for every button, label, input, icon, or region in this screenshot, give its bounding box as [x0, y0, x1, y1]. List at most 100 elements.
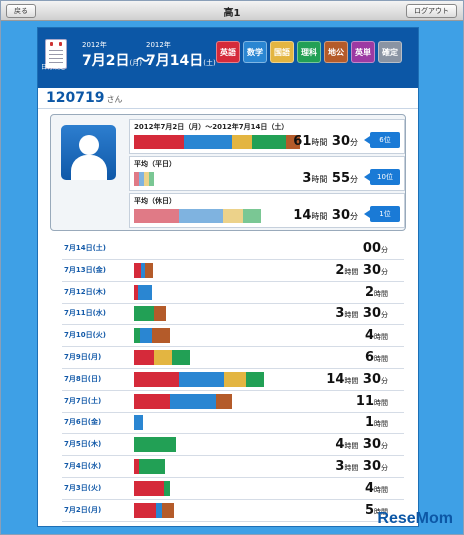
summary-bar: [134, 135, 300, 149]
subject-button-0[interactable]: 英語: [216, 41, 240, 63]
bar-segment: [164, 480, 170, 496]
bar-segment: [134, 328, 140, 344]
hours-unit: 時間: [344, 442, 359, 451]
hours-value: 5: [364, 502, 374, 518]
bar-segment: [162, 502, 174, 518]
summary-bar: [134, 209, 261, 223]
day-row[interactable]: 7月3日(火) 4時間: [38, 478, 418, 500]
logout-button[interactable]: ログアウト: [406, 4, 457, 18]
bar-segment: [134, 502, 156, 518]
hours-unit: 時間: [311, 175, 328, 184]
day-underline: [62, 477, 404, 478]
bar-segment: [246, 371, 264, 387]
day-date[interactable]: 7月7日(土): [64, 396, 102, 405]
hours-unit: 時間: [344, 311, 359, 320]
subject-button-5[interactable]: 英単: [351, 41, 375, 63]
minutes-value: 30: [362, 437, 381, 453]
day-date[interactable]: 7月8日(日): [64, 374, 102, 383]
day-underline: [62, 280, 404, 282]
day-date[interactable]: 7月2日(月): [64, 505, 102, 514]
day-date[interactable]: 7月13日(金): [64, 265, 107, 274]
minutes-value: 30: [362, 459, 381, 474]
range-tilde: 〜: [136, 53, 150, 69]
day-row[interactable]: 7月13日(金) 2時間 30分: [38, 260, 418, 282]
day-row[interactable]: 7月6日(金) 1時間: [38, 412, 418, 435]
bar-segment: [134, 437, 176, 453]
bar-segment: [179, 371, 224, 387]
bar-segment: [144, 172, 149, 186]
day-row[interactable]: 7月5日(木) 4時間 30分: [38, 434, 418, 457]
hours-value: 1: [364, 415, 374, 431]
subject-button-4[interactable]: 地公: [324, 41, 348, 63]
day-underline: [62, 433, 404, 435]
minutes-unit: 分: [381, 311, 388, 320]
day-date[interactable]: 7月6日(金): [64, 418, 102, 427]
bar-segment: [139, 459, 165, 474]
day-bar: [134, 371, 264, 387]
day-time: 3時間 30分: [335, 306, 388, 321]
bar-segment: [179, 209, 223, 223]
day-time: 4時間 30分: [335, 437, 388, 452]
hours-value: 3: [335, 459, 345, 474]
day-bar: [134, 306, 166, 322]
day-date[interactable]: 7月12日(木): [64, 287, 107, 296]
day-time: 11時間: [356, 394, 388, 409]
day-underline: [62, 259, 404, 260]
summary-time: 14時間 30分: [293, 208, 358, 223]
hours-value: 6: [364, 350, 374, 365]
day-date[interactable]: 7月11日(水): [64, 309, 107, 318]
day-bar: [134, 437, 176, 453]
minutes-value: 30: [362, 306, 381, 322]
day-underline: [62, 498, 404, 500]
day-row[interactable]: 7月4日(水) 3時間 30分: [38, 456, 418, 478]
minutes-unit: 分: [350, 175, 358, 184]
rank-badge[interactable]: 6位: [364, 132, 400, 148]
day-row[interactable]: 7月11日(水) 3時間 30分: [38, 303, 418, 326]
day-date[interactable]: 7月9日(月): [64, 353, 102, 361]
bar-segment: [243, 209, 261, 223]
hours-value: 14: [326, 371, 345, 387]
minutes-value: 00: [362, 241, 381, 256]
calendar-icon[interactable]: [45, 39, 67, 69]
rank-badge[interactable]: 10位: [364, 169, 400, 185]
subject-button-3[interactable]: 理科: [297, 41, 321, 63]
day-row[interactable]: 7月8日(日) 14時間 30分: [38, 369, 418, 391]
day-row[interactable]: 7月14日(土) 00分: [38, 238, 418, 260]
summary-label: 平均（平日）: [134, 160, 176, 168]
bar-segment: [139, 172, 144, 186]
subject-button-1[interactable]: 数学: [243, 41, 267, 63]
day-row[interactable]: 7月2日(月) 5時間: [38, 500, 418, 522]
rank-badge[interactable]: 1位: [364, 206, 400, 222]
bar-segment: [134, 262, 141, 278]
bar-segment: [134, 480, 164, 496]
start-date[interactable]: 2012年 7月2日(月): [82, 41, 142, 69]
calendar-label[interactable]: 日付設定: [41, 64, 66, 71]
day-bar: [134, 480, 170, 496]
day-date[interactable]: 7月3日(火): [64, 483, 102, 492]
hours-value: 14: [293, 208, 312, 223]
end-date[interactable]: 2012年 7月14日(土): [146, 41, 216, 69]
day-date[interactable]: 7月10日(火): [64, 331, 107, 340]
bar-segment: [138, 284, 152, 300]
bar-segment: [172, 350, 190, 365]
day-row[interactable]: 7月9日(月) 6時間: [38, 347, 418, 369]
hours-unit: 時間: [374, 420, 388, 429]
day-row[interactable]: 7月12日(木) 2時間: [38, 282, 418, 304]
summary-bar: [134, 172, 154, 186]
bar-segment: [154, 350, 172, 365]
day-date[interactable]: 7月5日(木): [64, 440, 102, 449]
day-row[interactable]: 7月7日(土) 11時間: [38, 391, 418, 413]
day-date[interactable]: 7月4日(水): [64, 462, 102, 470]
hours-unit: 時間: [344, 464, 359, 472]
bar-segment: [286, 135, 300, 149]
day-row[interactable]: 7月10日(火) 4時間: [38, 325, 418, 348]
day-underline: [62, 411, 404, 413]
hours-value: 4: [364, 328, 374, 344]
day-underline: [62, 368, 404, 369]
minutes-value: 30: [362, 371, 381, 387]
subject-button-6[interactable]: 確定: [378, 41, 402, 63]
back-button[interactable]: 戻る: [6, 4, 36, 18]
subject-button-2[interactable]: 国語: [270, 41, 294, 63]
day-date[interactable]: 7月14日(土): [64, 244, 107, 252]
